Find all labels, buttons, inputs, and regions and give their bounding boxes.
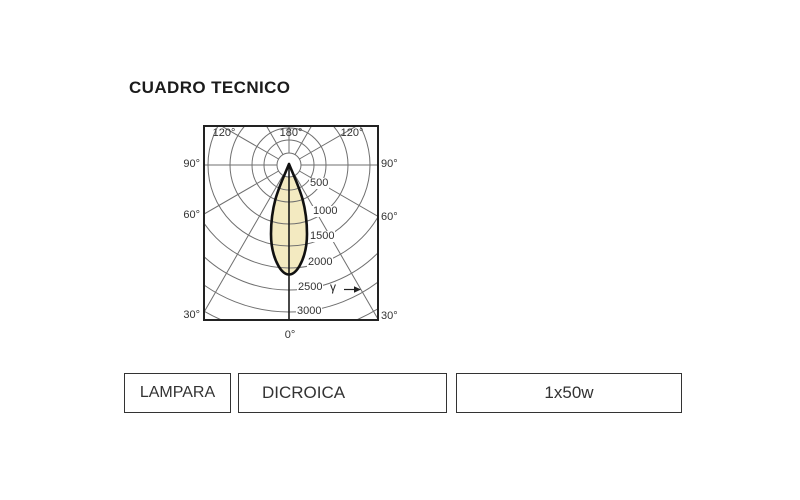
- spec-cell-dicroica-label: DICROICA: [262, 383, 346, 402]
- angle-label-30-left: 30°: [183, 309, 200, 321]
- spec-cell-power: 1x50w: [456, 373, 682, 413]
- gamma-arrow-icon: [344, 286, 361, 293]
- angle-label-60-right: 60°: [381, 211, 398, 223]
- ring-label-500: 500: [309, 177, 330, 189]
- page-title: CUADRO TECNICO: [129, 78, 291, 97]
- angle-label-30-right: 30°: [381, 310, 398, 322]
- angle-label-120-right: 120°: [340, 127, 364, 139]
- spec-cell-lampara: LAMPARA: [124, 373, 231, 413]
- ring-label-1500: 1500: [309, 230, 336, 242]
- angle-label-120-left: 120°: [212, 127, 236, 139]
- ring-label-2000: 2000: [307, 256, 334, 268]
- spec-cell-lampara-label: LAMPARA: [139, 384, 216, 401]
- angle-label-60-left: 60°: [183, 209, 200, 221]
- spec-cell-power-label: 1x50w: [544, 383, 594, 402]
- angle-label-90-right: 90°: [381, 158, 398, 170]
- angle-label-90-left: 90°: [183, 158, 200, 170]
- ring-label-3000: 3000: [296, 305, 323, 317]
- spec-cell-dicroica: DICROICA: [238, 373, 447, 413]
- angle-label-0: 0°: [284, 329, 296, 341]
- angle-label-180: 180°: [279, 127, 303, 139]
- beam-lobe-outline: [269, 162, 309, 276]
- chart-border: [203, 125, 379, 321]
- ring-label-2500: 2500: [297, 281, 324, 293]
- polar-grid-svg: [203, 125, 379, 321]
- ring-label-1000: 1000: [312, 205, 339, 217]
- gamma-symbol-label: γ: [330, 280, 336, 294]
